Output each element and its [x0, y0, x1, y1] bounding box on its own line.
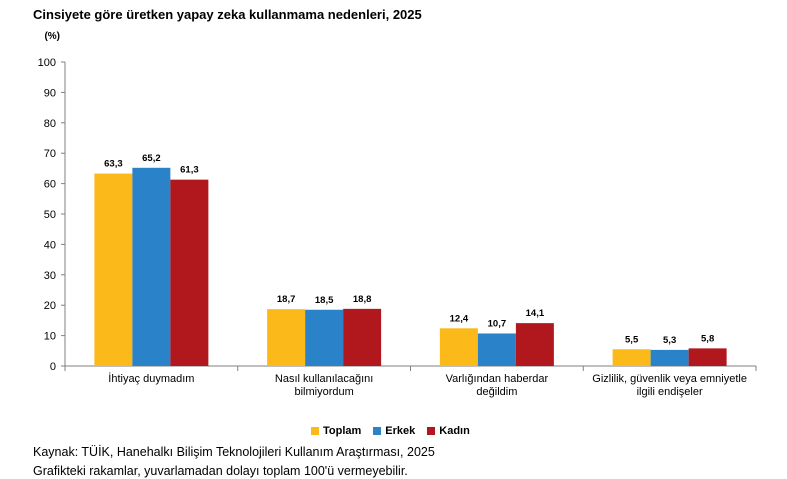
- y-tick-label: 100: [38, 57, 56, 69]
- bar-value-label: 12,4: [450, 313, 469, 324]
- bar: [439, 328, 478, 366]
- bar-value-label: 18,8: [353, 294, 372, 305]
- y-tick-label: 10: [44, 331, 56, 343]
- bar-value-label: 18,5: [315, 295, 334, 306]
- legend-item-toplam: Toplam: [311, 425, 361, 437]
- chart-title: Cinsiyete göre üretken yapay zeka kullan…: [33, 7, 422, 22]
- x-category-label: Gizlilik, güvenlik veya emniyetle: [592, 373, 747, 385]
- x-category-label: bilmiyordum: [294, 386, 353, 398]
- x-category-label: Nasıl kullanılacağını: [275, 373, 373, 385]
- bar: [688, 348, 727, 366]
- bar: [267, 309, 306, 366]
- bar-value-label: 18,7: [277, 294, 296, 305]
- x-category-label: değildim: [476, 386, 517, 398]
- bar: [612, 349, 651, 366]
- x-category-label: ilgili endişeler: [637, 386, 703, 398]
- bar-value-label: 5,8: [701, 333, 714, 344]
- x-category-label: İhtiyaç duymadım: [108, 372, 194, 385]
- legend-swatch-erkek: [373, 427, 382, 435]
- legend-swatch-kadin: [427, 427, 436, 435]
- bar: [132, 167, 171, 366]
- bar: [515, 323, 554, 366]
- legend-item-kadin: Kadın: [427, 425, 470, 437]
- source-note: Kaynak: TÜİK, Hanehalkı Bilişim Teknoloj…: [33, 445, 435, 459]
- bar-value-label: 5,5: [625, 334, 639, 345]
- y-tick-label: 90: [44, 87, 56, 99]
- legend-item-erkek: Erkek: [373, 425, 415, 437]
- y-tick-label: 80: [44, 118, 56, 130]
- bar-value-label: 14,1: [526, 308, 545, 319]
- bar-value-label: 61,3: [180, 165, 199, 176]
- y-tick-label: 20: [44, 300, 56, 312]
- bar-value-label: 63,3: [104, 159, 123, 170]
- y-tick-label: 60: [44, 179, 56, 191]
- bar: [305, 309, 344, 366]
- y-tick-label: 0: [50, 361, 56, 373]
- y-tick-label: 40: [44, 239, 56, 251]
- legend-label-kadin: Kadın: [439, 425, 470, 437]
- bar-chart: (%) 0 10 20 30 40 50 60 70 80 90 100 63,3 65,2 61,3 İht…: [38, 31, 757, 398]
- legend-label-erkek: Erkek: [385, 425, 416, 437]
- bar-value-label: 5,3: [663, 335, 676, 346]
- bar-value-label: 10,7: [488, 318, 507, 329]
- y-tick-label: 30: [44, 270, 56, 282]
- y-tick-label: 70: [44, 148, 56, 160]
- x-category-label: Varlığından haberdar: [446, 373, 549, 385]
- y-tick-label: 50: [44, 209, 56, 221]
- y-axis-unit-label: (%): [44, 31, 60, 42]
- bar: [170, 179, 209, 366]
- bar: [343, 308, 382, 366]
- bar-value-label: 65,2: [142, 153, 161, 164]
- rounding-note: Grafikteki rakamlar, yuvarlamadan dolayı…: [33, 464, 408, 478]
- bar: [94, 173, 133, 366]
- bar: [477, 333, 516, 366]
- legend-label-toplam: Toplam: [323, 425, 362, 437]
- legend-swatch-toplam: [311, 427, 319, 435]
- bar: [650, 349, 689, 366]
- legend: Toplam Erkek Kadın: [311, 425, 482, 437]
